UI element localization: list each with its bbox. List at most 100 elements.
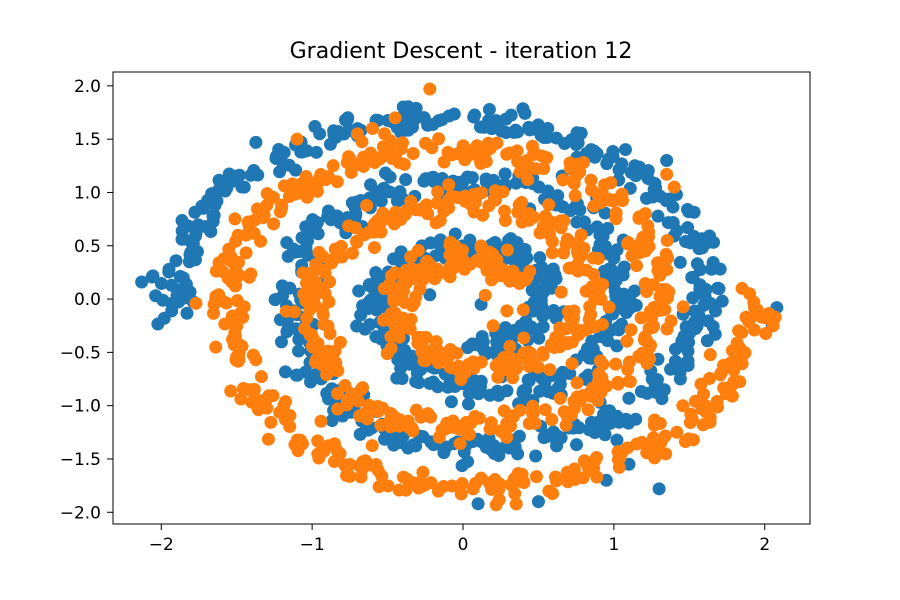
scatter-point-series-0 [618,143,632,157]
scatter-point-series-0 [273,165,287,179]
scatter-point-series-0 [442,109,456,123]
scatter-point-series-1 [219,296,233,310]
scatter-point-series-1 [559,418,573,432]
scatter-point-series-0 [619,412,633,426]
y-tick-label: 1.0 [74,183,101,203]
scatter-point-series-1 [469,476,483,490]
scatter-point-series-1 [567,174,581,188]
scatter-point-series-1 [425,141,439,155]
scatter-point-series-0 [546,425,560,439]
scatter-point-series-0 [274,335,288,349]
scatter-point-series-1 [572,328,586,342]
scatter-point-series-1 [340,398,354,412]
scatter-point-series-0 [268,293,282,307]
scatter-point-series-0 [300,234,314,248]
scatter-point-series-0 [661,216,675,230]
scatter-point-series-1 [762,306,776,320]
scatter-point-series-1 [622,374,636,388]
scatter-point-series-1 [585,459,599,473]
scatter-point-series-1 [224,250,238,264]
scatter-point-series-0 [188,229,202,243]
scatter-point-series-1 [318,356,332,370]
scatter-point-series-0 [146,269,160,283]
scatter-point-series-1 [659,247,673,261]
scatter-point-series-1 [320,368,334,382]
scatter-point-series-1 [234,392,248,406]
scatter-point-series-1 [235,339,249,353]
scatter-point-series-0 [681,354,695,368]
scatter-point-series-0 [593,238,607,252]
scatter-point-series-1 [384,330,398,344]
scatter-point-series-1 [304,327,318,341]
scatter-point-series-0 [510,236,524,250]
scatter-point-series-0 [520,251,534,265]
scatter-point-series-0 [244,168,258,182]
scatter-point-series-1 [611,445,625,459]
scatter-point-series-0 [640,386,654,400]
scatter-point-series-0 [165,278,179,292]
scatter-point-series-0 [609,289,623,303]
scatter-point-series-0 [350,195,363,209]
scatter-point-series-0 [405,349,419,363]
y-tick-label: −1.0 [60,397,101,417]
scatter-point-series-1 [630,259,644,273]
scatter-point-series-1 [462,427,476,441]
scatter-point-series-0 [352,284,366,298]
scatter-point-series-1 [551,472,565,486]
scatter-point-series-1 [375,150,389,164]
scatter-point-series-1 [468,196,482,210]
scatter-point-series-1 [397,157,411,171]
scatter-point-series-1 [557,246,571,260]
scatter-point-series-1 [489,498,503,512]
scatter-point-series-1 [396,267,410,281]
scatter-point-series-0 [177,291,191,305]
scatter-point-series-0 [207,208,221,222]
scatter-point-series-1 [454,487,468,501]
scatter-point-series-0 [353,427,367,441]
scatter-point-series-1 [545,235,559,249]
scatter-point-series-1 [445,479,459,493]
scatter-point-series-1 [489,477,503,491]
scatter-point-series-0 [374,292,388,306]
scatter-point-series-0 [688,315,702,329]
scatter-point-series-1 [467,358,481,371]
scatter-point-series-0 [474,380,487,394]
scatter-point-series-1 [522,359,536,373]
scatter-point-series-1 [209,340,223,354]
scatter-point-series-0 [715,294,729,308]
scatter-point-series-0 [622,391,636,405]
scatter-point-series-1 [602,300,616,314]
scatter-point-series-0 [527,122,541,136]
scatter-point-series-1 [533,226,547,240]
scatter-point-series-1 [267,217,281,231]
scatter-point-series-0 [383,170,397,184]
scatter-point-series-0 [677,329,691,343]
scatter-point-series-1 [696,418,710,432]
scatter-point-series-1 [478,288,492,302]
scatter-point-series-0 [154,277,168,291]
scatter-point-series-0 [467,110,481,124]
scatter-point-series-1 [594,385,608,399]
scatter-point-series-1 [643,352,657,366]
scatter-point-series-0 [477,120,491,134]
scatter-point-series-1 [697,387,710,401]
scatter-point-series-1 [517,331,531,345]
scatter-point-series-0 [363,318,377,332]
scatter-point-series-1 [432,132,446,146]
scatter-point-series-1 [367,241,381,255]
scatter-point-series-1 [392,483,406,497]
scatter-point-series-1 [545,413,559,427]
scatter-point-series-0 [162,262,176,276]
scatter-point-series-1 [648,413,662,427]
x-tick-label: −1 [300,535,325,555]
scatter-point-series-1 [538,403,552,417]
scatter-point-series-1 [521,163,535,177]
axes-frame [112,71,811,525]
scatter-point-series-0 [278,365,292,379]
scatter-point-series-1 [595,371,609,385]
scatter-point-series-0 [484,443,498,457]
scatter-point-series-1 [505,351,519,365]
scatter-point-series-1 [612,460,626,474]
